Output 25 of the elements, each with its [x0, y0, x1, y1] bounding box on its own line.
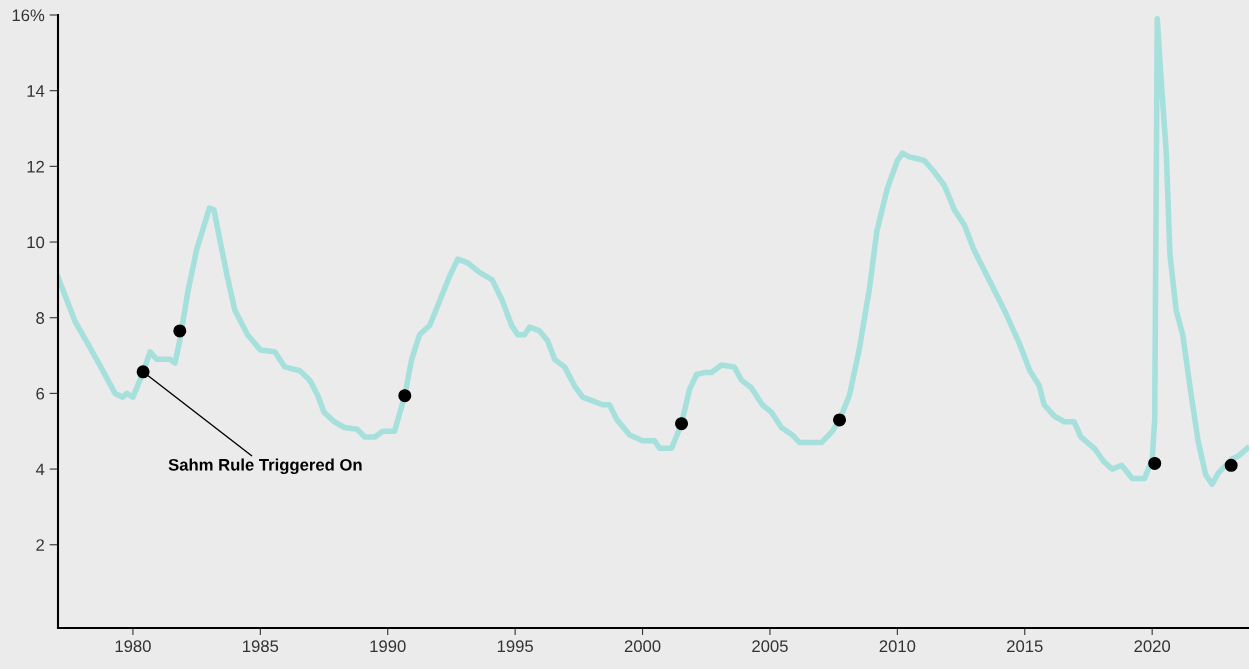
point	[136, 365, 150, 379]
point	[675, 417, 689, 431]
point	[398, 389, 412, 403]
x-tick-label: 2010	[879, 640, 916, 653]
point	[173, 324, 187, 338]
x-tick-label: 2000	[624, 640, 661, 653]
y-tick-label: 16%	[12, 9, 45, 22]
point	[833, 413, 847, 427]
annotation: Sahm Rule Triggered On	[168, 458, 362, 475]
y-tick-label: 14	[27, 85, 45, 97]
point	[1224, 458, 1238, 472]
x-tick-label: 2015	[1007, 640, 1043, 653]
y-tick-label: 2	[36, 539, 44, 551]
x-tick-label: 1990	[370, 640, 406, 653]
y-tick-label: 4	[35, 463, 45, 476]
x-tick-label: 2005	[752, 640, 788, 653]
y-tick-label: 8	[36, 312, 45, 324]
point	[1148, 456, 1162, 470]
x-tick-label: 1980	[115, 640, 151, 653]
x-tick-label: 2020	[1134, 640, 1171, 653]
x-tick-label: 1985	[243, 640, 279, 653]
x-tick-label: 1995	[497, 640, 533, 653]
y-tick-label: 10	[27, 236, 45, 249]
y-tick-label: 6	[36, 387, 45, 400]
y-tick-label: 12	[27, 160, 44, 173]
